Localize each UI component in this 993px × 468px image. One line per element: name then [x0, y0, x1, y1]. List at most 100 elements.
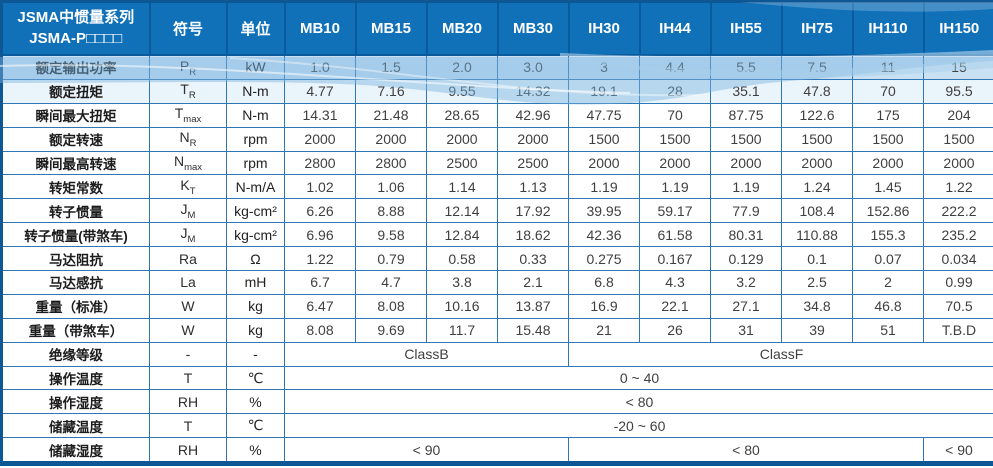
cell-value: 17.92	[497, 198, 569, 224]
row-symbol: Tmax	[149, 102, 227, 128]
table-row: 转子惯量 JM kg-cm² 6.26 8.88 12.14 17.92 39.95 59.17…	[1, 198, 993, 224]
table-row: 马达阻抗 Ra Ω 1.22 0.79 0.58 0.33 0.275 0.167 0.129 0.…	[1, 246, 993, 272]
cell-value: 152.86	[852, 198, 924, 224]
cell-value: 11	[852, 54, 924, 80]
row-label: 额定扭矩	[1, 78, 150, 104]
symbol-base: La	[180, 274, 196, 291]
cell-value: 9.55	[426, 78, 498, 104]
cell-value: 2.0	[426, 54, 498, 80]
cell-value: 26	[639, 317, 711, 343]
cell-value: 15.48	[497, 317, 569, 343]
cell-value: 28	[639, 78, 711, 104]
cell-value: 0.99	[923, 270, 993, 295]
row-unit: mH	[226, 270, 285, 295]
table-row: 马达感抗 La mH 6.7 4.7 3.8 2.1 6.8 4.3 3.2 2.5 2 0.99	[1, 270, 993, 295]
row-unit: kW	[226, 54, 285, 80]
unit-column-header: 单位	[225, 0, 286, 56]
row-label: 马达阻抗	[1, 246, 150, 272]
cell-value: 2000	[923, 150, 993, 176]
cell-value: 70	[852, 78, 924, 104]
symbol-base: T	[183, 417, 193, 434]
row-label: 瞬间最高转速	[1, 150, 150, 176]
cell-merged-value: 0 ~ 40	[284, 365, 993, 391]
cell-value: 80.31	[710, 222, 782, 248]
cell-value: 59.17	[639, 198, 711, 224]
cell-value: 1.02	[284, 174, 356, 200]
title-line-1: JSMA中惯量系列	[17, 9, 135, 27]
cell-value: 2000	[852, 150, 924, 176]
cell-value: 9.58	[355, 222, 427, 248]
row-symbol: La	[149, 270, 227, 295]
cell-value: 13.87	[497, 293, 569, 319]
row-unit: kg	[226, 293, 285, 319]
cell-value: 2500	[426, 150, 498, 176]
table-title: JSMA中惯量系列 JSMA-P□□□□	[0, 0, 151, 56]
table-row: 储藏温度 T ℃ -20 ~ 60	[1, 413, 993, 439]
cell-value: 7.16	[355, 78, 427, 104]
row-unit: kg-cm²	[226, 198, 285, 224]
symbol-subscript: max	[184, 161, 203, 173]
cell-value: 3.8	[426, 270, 498, 295]
cell-value: 155.3	[852, 222, 924, 248]
cell-value: 19.1	[568, 78, 640, 104]
cell-value: 46.8	[852, 293, 924, 319]
table-row: 绝缘等级 - - ClassB ClassF	[1, 341, 993, 367]
row-symbol: RH	[149, 437, 227, 465]
model-column-header-ih75: IH75	[780, 0, 854, 56]
table-row: 瞬间最大扭矩 Tmax N-m 14.31 21.48 28.65 42.96 47.75 70…	[1, 102, 993, 128]
symbol-column-header: 符号	[148, 0, 228, 56]
cell-value: 0.1	[781, 246, 853, 272]
row-label: 额定转速	[1, 126, 150, 152]
cell-value: 18.62	[497, 222, 569, 248]
cell-value: 34.8	[781, 293, 853, 319]
symbol-base: N	[173, 153, 185, 170]
cell-value: 1.13	[497, 174, 569, 200]
symbol-subscript: R	[189, 138, 197, 150]
cell-value: 47.75	[568, 102, 640, 128]
cell-value: 8.88	[355, 198, 427, 224]
cell-value: 12.14	[426, 198, 498, 224]
row-label: 操作湿度	[1, 389, 150, 415]
cell-value: 175	[852, 102, 924, 128]
row-label: 瞬间最大扭矩	[1, 102, 150, 128]
cell-value: 0.79	[355, 246, 427, 272]
cell-value: 1500	[852, 126, 924, 152]
symbol-subscript: R	[189, 66, 197, 78]
row-unit: rpm	[226, 150, 285, 176]
cell-value: 2000	[781, 150, 853, 176]
row-label: 绝缘等级	[1, 341, 150, 367]
cell-value: 2000	[639, 150, 711, 176]
cell-value: 0.58	[426, 246, 498, 272]
row-symbol: JM	[149, 198, 227, 224]
row-unit: -	[226, 341, 285, 367]
cell-merged-value: < 90	[923, 437, 993, 465]
row-label: 额定输出功率	[1, 54, 150, 80]
row-unit: N-m/A	[226, 174, 285, 200]
cell-value: 6.26	[284, 198, 356, 224]
row-symbol: NR	[149, 126, 227, 152]
row-unit: N-m	[226, 102, 285, 128]
cell-value: 9.69	[355, 317, 427, 343]
cell-value: 222.2	[923, 198, 993, 224]
cell-value: 31	[710, 317, 782, 343]
cell-value: 1.14	[426, 174, 498, 200]
row-label: 转子惯量	[1, 198, 150, 224]
header-row: JSMA中惯量系列 JSMA-P□□□□ 符号 单位 MB10 MB15 MB20 MB30 I…	[0, 0, 993, 56]
cell-value: 0.275	[568, 246, 640, 272]
cell-value: 51	[852, 317, 924, 343]
model-column-header-mb20: MB20	[425, 0, 499, 56]
symbol-base: -	[185, 346, 191, 363]
table-row: 操作温度 T ℃ 0 ~ 40	[1, 365, 993, 391]
symbol-base: Ra	[179, 250, 197, 267]
cell-value: 5.5	[710, 54, 782, 80]
cell-value: 2000	[497, 126, 569, 152]
symbol-subscript: R	[188, 90, 196, 102]
table-row: 额定输出功率 PR kW 1.0 1.5 2.0 3.0 3 4.4 5.5 7.5 11 15	[1, 54, 993, 80]
table-body: 额定输出功率 PR kW 1.0 1.5 2.0 3.0 3 4.4 5.5 7.5 11 15 额定扭矩…	[1, 54, 993, 465]
cell-value: 0.034	[923, 246, 993, 272]
table-row: 操作湿度 RH% < 80	[1, 389, 993, 415]
row-symbol: RH	[149, 389, 227, 415]
